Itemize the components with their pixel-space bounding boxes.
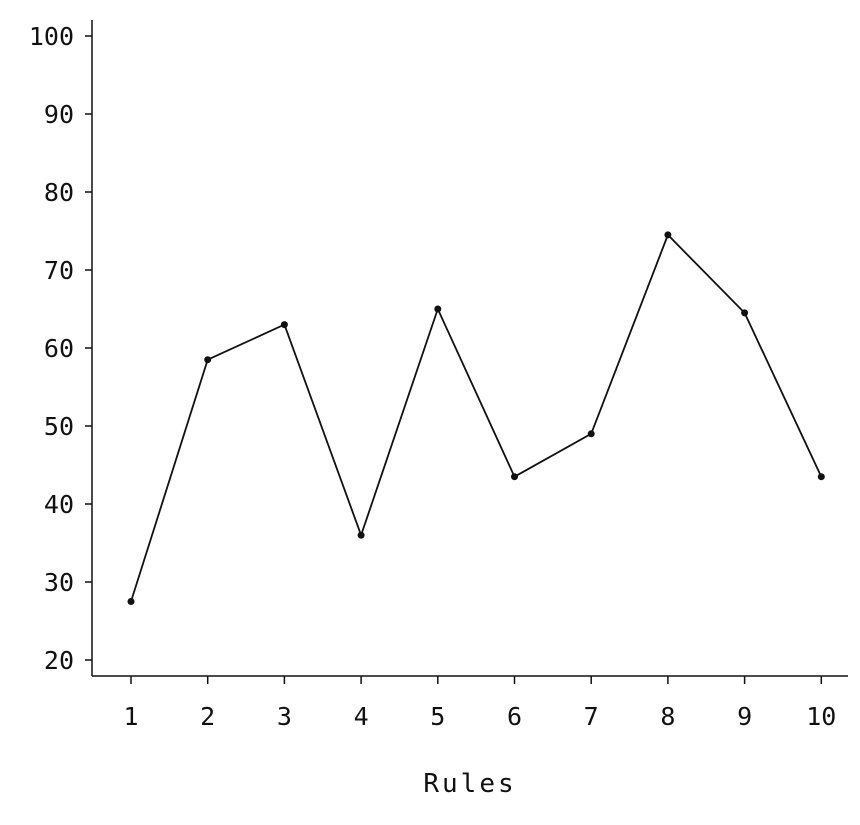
data-point [741,309,749,317]
y-tick-label: 80 [44,178,74,207]
data-point [434,305,442,313]
x-tick-label: 3 [277,702,292,731]
y-axis-ticks: 100 90 80 70 60 50 40 30 20 [29,22,92,675]
y-tick-label: 70 [44,256,74,285]
series-layer [127,231,825,605]
x-tick-label: 7 [584,702,599,731]
y-tick-label: 100 [29,22,74,51]
x-tick-label: 4 [354,702,369,731]
data-point [127,598,135,605]
data-point [587,430,595,438]
x-tick-label: 6 [507,702,522,731]
y-tick-label: 30 [44,568,74,597]
x-axis-ticks: 1 2 3 4 5 6 7 8 9 10 [123,676,836,731]
x-tick-label: 10 [806,702,836,731]
x-tick-label: 1 [123,702,138,731]
x-axis-label: Rules [423,769,516,799]
data-point [664,231,672,239]
x-tick-label: 9 [737,702,752,731]
y-tick-label: 90 [44,100,74,129]
x-tick-label: 5 [430,702,445,731]
y-tick-label: 50 [44,412,74,441]
data-point [511,473,518,481]
series-line [130,233,823,602]
y-tick-label: 60 [44,334,74,363]
data-point [204,356,212,364]
data-point [357,531,365,539]
data-point [817,473,825,481]
x-tick-label: 8 [660,702,675,731]
data-point [280,321,288,329]
y-tick-label: 40 [44,490,74,519]
y-tick-label: 20 [44,646,74,675]
x-tick-label: 2 [200,702,215,731]
